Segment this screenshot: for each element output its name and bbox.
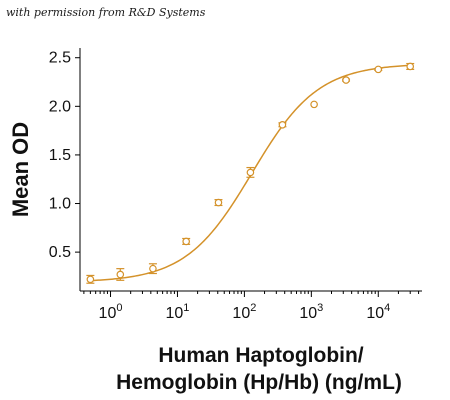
y-tick-label: 2.5 [49, 50, 71, 67]
data-point [86, 275, 95, 284]
y-tick-label: 2.0 [49, 98, 71, 115]
data-point [310, 100, 318, 109]
tick-labels: 0.5 1.0 1.5 2.0 2.5 100 101 102 103 104 [49, 50, 390, 322]
data-point [342, 76, 350, 84]
y-tick-label: 1.5 [49, 147, 71, 164]
y-tick-label: 0.5 [49, 244, 71, 261]
y-axis-title: Mean OD [8, 122, 33, 217]
chart-axes [75, 48, 422, 297]
data-point [406, 62, 415, 71]
x-axis-title-line1: Human Haptoglobin/ [158, 344, 363, 367]
x-tick-label: 102 [232, 302, 256, 322]
data-point [278, 120, 287, 129]
data-point [374, 65, 383, 74]
data-points [86, 62, 415, 284]
data-point [246, 168, 255, 177]
watermark: with permission from R&D Systems [6, 6, 206, 19]
data-point [182, 237, 190, 246]
x-tick-label: 104 [366, 302, 390, 322]
y-tick-label: 1.0 [49, 196, 71, 213]
x-axis-title-line2: Hemoglobin (Hp/Hb) (ng/mL) [116, 371, 402, 394]
data-point [214, 198, 223, 207]
data-point [116, 270, 125, 279]
data-point [149, 264, 157, 273]
x-tick-label: 101 [165, 302, 189, 322]
x-tick-label: 100 [99, 302, 123, 322]
x-tick-label: 103 [299, 302, 323, 322]
